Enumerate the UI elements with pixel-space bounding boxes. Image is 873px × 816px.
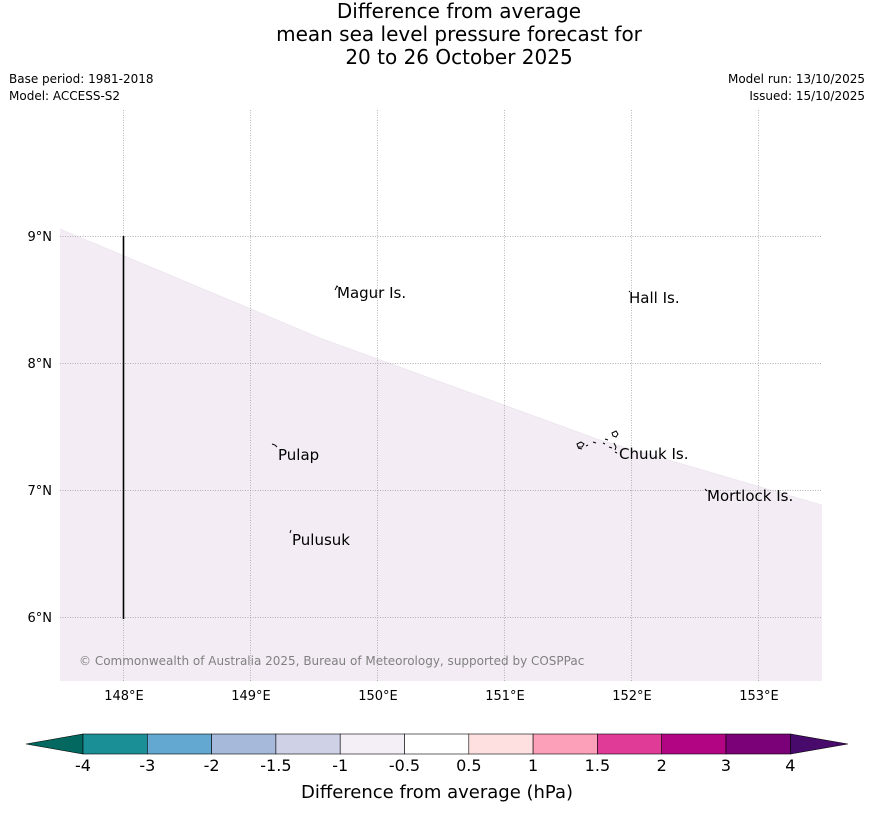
meta-left: Base period: 1981-2018 Model: ACCESS-S2: [9, 71, 154, 105]
pulap-island-shape: [271, 443, 278, 448]
hall-island-shape: [628, 290, 631, 293]
colorbar-tick-label: 1: [528, 756, 538, 775]
lon-label-152: 152°E: [612, 689, 652, 704]
colorbar-segment: [339, 733, 405, 755]
colorbar-tick-label: 0.5: [456, 756, 481, 775]
base-period-text: Base period: 1981-2018: [9, 72, 154, 86]
colorbar-tick-label: -0.5: [389, 756, 420, 775]
colorbar-label: Difference from average (hPa): [301, 782, 573, 803]
colorbar-segment: [211, 733, 277, 755]
lon-label-153: 153°E: [739, 689, 779, 704]
island-outlines: [271, 285, 708, 534]
magur-island-shape: [334, 285, 339, 291]
place-label-hall: Hall Is.: [629, 289, 680, 307]
title-line-3: 20 to 26 October 2025: [345, 45, 573, 69]
colorbar-over-triangle: [789, 733, 849, 755]
place-label-mortlock: Mortlock Is.: [707, 487, 793, 505]
colorbar-segment: [532, 733, 598, 755]
colorbar-tick-label: -3: [139, 756, 155, 775]
colorbar-segment: [147, 733, 212, 755]
colorbar-tick-label: 3: [721, 756, 731, 775]
lon-label-148: 148°E: [104, 689, 144, 704]
colorbar-tick-label: -4: [75, 756, 91, 775]
colorbar-segment: [275, 733, 341, 755]
pulusuk-island-shape: [289, 529, 292, 534]
colorbar-tick-label: 4: [785, 756, 795, 775]
field-edge-line: [59, 228, 823, 506]
colorbar-tick-label: 1.5: [585, 756, 610, 775]
place-label-pulusuk: Pulusuk: [292, 531, 350, 549]
colorbar-under-triangle: [25, 733, 84, 755]
colorbar-tick-label: 2: [657, 756, 667, 775]
lat-label-6: 6°N: [28, 611, 53, 626]
lat-label-7: 7°N: [28, 484, 53, 499]
colorbar-tick-label: -1.5: [260, 756, 291, 775]
mortlock-island-shape: [704, 488, 708, 492]
model-text: Model: ACCESS-S2: [9, 89, 121, 103]
place-labels: Magur Is. Hall Is. Pulap Chuuk Is. Mortl…: [278, 284, 793, 549]
issued-text: Issued: 15/10/2025: [749, 89, 865, 103]
place-label-chuuk: Chuuk Is.: [619, 445, 688, 463]
pressure-anomaly-field: [60, 229, 822, 681]
colorbar-segment: [597, 733, 663, 755]
lat-label-9: 9°N: [28, 230, 53, 245]
colorbar: -4 -3 -2 -1.5 -1 -0.5 0.5 1 1.5 2 3 4: [25, 733, 849, 775]
credit-text: © Commonwealth of Australia 2025, Bureau…: [79, 654, 584, 668]
colorbar-segment: [725, 733, 791, 755]
title-line-2: mean sea level pressure forecast for: [276, 22, 642, 46]
colorbar-segment: [468, 733, 534, 755]
colorbar-tick-label: -2: [204, 756, 220, 775]
place-label-pulap: Pulap: [278, 446, 319, 464]
map-panel: 9°N 8°N 7°N 6°N 148°E 149°E 150°E 151°E …: [28, 110, 823, 704]
colorbar-segment: [661, 733, 727, 755]
model-run-text: Model run: 13/10/2025: [727, 72, 865, 86]
lon-label-149: 149°E: [231, 689, 271, 704]
colorbar-segment: [82, 733, 148, 755]
colorbar-tick-label: -1: [332, 756, 348, 775]
colorbar-segment: [404, 733, 470, 755]
place-label-magur: Magur Is.: [337, 284, 406, 302]
lat-label-8: 8°N: [28, 357, 53, 372]
lon-label-150: 150°E: [358, 689, 398, 704]
title-line-1: Difference from average: [336, 0, 582, 23]
map-title: Difference from average mean sea level p…: [0, 0, 873, 69]
lon-label-151: 151°E: [485, 689, 525, 704]
chuuk-lagoon-shape: [576, 430, 619, 454]
meta-right: Model run: 13/10/2025 Issued: 15/10/2025: [728, 71, 865, 105]
